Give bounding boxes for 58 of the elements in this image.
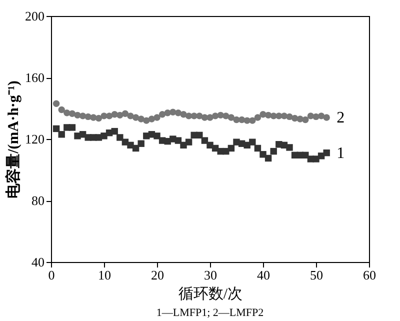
- x-tick-label: 60: [363, 268, 376, 282]
- point: [52, 100, 60, 107]
- point: [132, 114, 140, 121]
- point: [58, 106, 65, 114]
- point: [286, 113, 293, 120]
- point: [264, 112, 272, 119]
- point: [249, 138, 256, 146]
- point: [228, 144, 235, 152]
- point: [238, 116, 246, 124]
- point: [323, 114, 330, 121]
- x-axis-title: 循环数/次: [178, 286, 243, 302]
- point: [116, 134, 124, 141]
- text: 1—LMFP1; 2—LMFP2: [156, 307, 264, 319]
- point: [323, 149, 330, 156]
- x-tick-label: 50: [310, 268, 323, 282]
- point: [68, 110, 76, 117]
- point: [174, 110, 182, 116]
- x-tick-label: 20: [151, 268, 164, 282]
- point: [291, 114, 298, 122]
- point: [302, 152, 309, 158]
- point: [174, 137, 182, 144]
- point: [154, 114, 160, 121]
- point: [111, 128, 118, 135]
- y-tick-label: 120: [25, 132, 44, 146]
- y-axis-title: 电容量/(mA·h·g⁻¹): [4, 80, 22, 198]
- point: [270, 148, 277, 155]
- point: [286, 144, 293, 151]
- y-tick-label: 40: [32, 254, 44, 270]
- point: [158, 111, 166, 118]
- point: [68, 124, 76, 131]
- y-tick-label: 200: [25, 8, 44, 24]
- y-tick-label: 80: [32, 193, 44, 208]
- point: [264, 154, 272, 162]
- x-tick-label: 40: [257, 268, 270, 282]
- point: [122, 110, 129, 117]
- point: [185, 138, 192, 146]
- point: [302, 116, 309, 124]
- point: [58, 131, 65, 138]
- point: [254, 114, 262, 121]
- point: [228, 114, 235, 121]
- point: [206, 114, 214, 121]
- y-tick-label: 160: [25, 70, 44, 85]
- point: [52, 125, 60, 132]
- point: [154, 132, 160, 140]
- series-label: 1: [336, 144, 345, 162]
- point: [260, 151, 266, 158]
- point: [318, 112, 325, 120]
- point: [95, 114, 102, 122]
- point: [196, 132, 203, 139]
- series-label: 2: [336, 109, 345, 126]
- x-tick-label: 30: [204, 268, 217, 282]
- point: [254, 144, 262, 152]
- point: [201, 137, 208, 144]
- x-tick-label: 0: [48, 268, 55, 282]
- x-tick-label: 10: [98, 268, 111, 282]
- point: [138, 140, 144, 147]
- point: [249, 117, 256, 124]
- point: [106, 112, 113, 120]
